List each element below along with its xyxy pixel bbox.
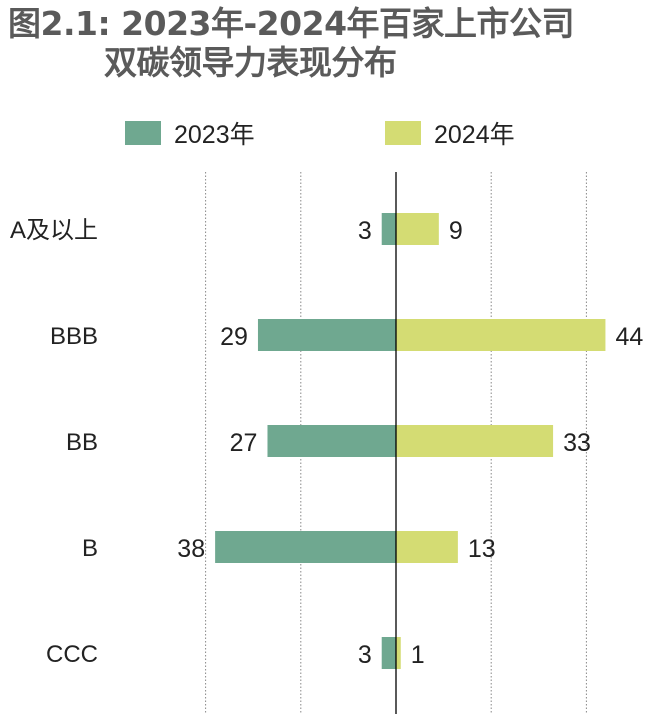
data-label: 38 (177, 535, 205, 563)
data-label: 29 (220, 323, 248, 351)
legend-label: 2023年 (174, 121, 255, 149)
category-label: A及以上 (10, 217, 98, 244)
bar-2024 (396, 213, 439, 245)
title-line-2: 双碳领导力表现分布 (104, 43, 397, 82)
bar-2024 (396, 425, 554, 457)
category-label: CCC (46, 641, 98, 668)
data-label: 27 (230, 429, 258, 457)
bar-2023 (267, 425, 396, 457)
legend-swatch (385, 121, 421, 145)
data-label: 1 (411, 641, 425, 669)
bar-2024 (396, 319, 606, 351)
legend-swatch (125, 121, 161, 145)
bar-2024 (396, 531, 458, 563)
category-label: BB (66, 429, 98, 456)
bar-2024 (396, 637, 401, 669)
bar-2023 (257, 319, 396, 351)
data-label: 3 (358, 217, 372, 245)
bar-2023 (215, 531, 396, 563)
data-label: 33 (563, 429, 591, 457)
data-label: 9 (449, 217, 463, 245)
bar-2023 (381, 213, 396, 245)
title-line-1: 图2.1: 2023年-2024年百家上市公司 (8, 4, 575, 43)
category-label: BBB (50, 323, 98, 350)
legend-label: 2024年 (434, 121, 515, 149)
data-label: 3 (358, 641, 372, 669)
bar-2023 (381, 637, 396, 669)
data-label: 13 (468, 535, 496, 563)
category-label: B (82, 535, 98, 562)
data-label: 44 (615, 323, 643, 351)
chart-title: 图2.1: 2023年-2024年百家上市公司 双碳领导力表现分布 (8, 4, 575, 82)
